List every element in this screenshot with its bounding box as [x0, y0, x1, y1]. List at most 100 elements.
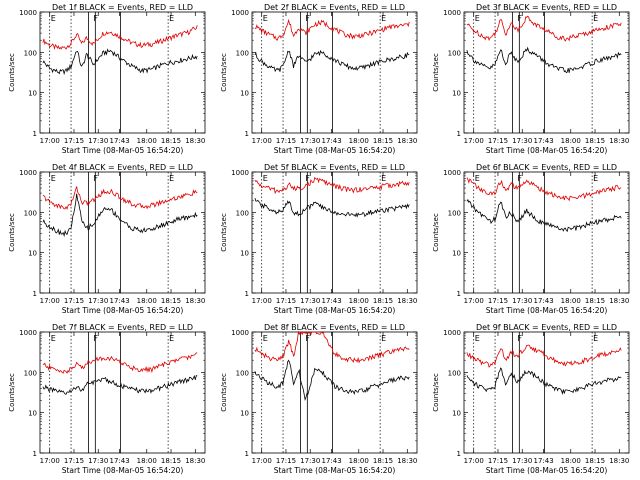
x-tick-label: 17:30 — [512, 297, 532, 305]
interval-label: E — [381, 14, 386, 23]
interval-label: E — [169, 174, 174, 183]
interval-label: E — [593, 334, 598, 343]
y-tick-label: 1 — [457, 130, 461, 138]
panel-title: Det 5f BLACK = Events, RED = LLD — [264, 163, 405, 172]
plot-frame — [39, 171, 206, 294]
panel-det-2: Det 2f BLACK = Events, RED = LLD 1 10 100 10… — [220, 3, 418, 155]
y-tick-label: 100 — [236, 49, 249, 57]
x-tick-label: 18:30 — [609, 297, 629, 305]
lld-series-line — [466, 344, 622, 368]
x-axis-label: Start Time (08-Mar-05 16:54:20) — [62, 306, 184, 315]
x-tick-label: 17:00 — [40, 137, 60, 145]
y-tick-label: 1000 — [231, 169, 249, 177]
x-tick-label: 18:15 — [585, 137, 605, 145]
y-tick-label: 1 — [457, 290, 461, 298]
x-axis-label: Start Time (08-Mar-05 16:54:20) — [486, 466, 608, 475]
y-tick-label: 10 — [452, 410, 461, 418]
interval-label: E — [51, 174, 56, 183]
x-tick-label: 18:00 — [349, 137, 369, 145]
x-tick-label: 17:30 — [300, 137, 320, 145]
events-series-line — [42, 374, 198, 395]
interval-label: F — [93, 14, 98, 23]
x-tick-label: 17:00 — [464, 137, 484, 145]
y-tick-label: 1 — [33, 450, 37, 458]
y-tick-label: 100 — [448, 49, 461, 57]
interval-label: F — [517, 174, 522, 183]
events-series-line — [254, 49, 410, 73]
interval-label: E — [475, 334, 480, 343]
plot-frame — [463, 11, 630, 134]
lld-series-line — [254, 177, 410, 195]
x-tick-label: 17:43 — [533, 457, 553, 465]
x-tick-label: 18:30 — [397, 297, 417, 305]
y-tick-label: 10 — [452, 250, 461, 258]
lld-series-line — [42, 352, 198, 374]
y-tick-label: 100 — [24, 369, 37, 377]
interval-label: F — [93, 174, 98, 183]
y-tick-label: 1000 — [19, 329, 37, 337]
y-tick-label: 10 — [240, 250, 249, 258]
lld-series-line — [254, 18, 410, 41]
events-series-line — [42, 48, 198, 76]
y-tick-label: 1 — [245, 450, 249, 458]
y-axis-label: Counts/sec — [432, 373, 440, 412]
plot-frame — [463, 171, 630, 294]
x-tick-label: 17:43 — [533, 297, 553, 305]
y-tick-label: 1 — [245, 290, 249, 298]
interval-label: F — [517, 334, 522, 343]
interval-label: E — [381, 174, 386, 183]
x-tick-label: 18:00 — [349, 457, 369, 465]
y-axis-label: Counts/sec — [8, 373, 16, 412]
x-tick-label: 18:15 — [161, 297, 181, 305]
panel-title: Det 6f BLACK = Events, RED = LLD — [476, 163, 617, 172]
x-tick-label: 18:30 — [185, 297, 205, 305]
y-tick-label: 1000 — [19, 9, 37, 17]
x-tick-label: 18:30 — [397, 137, 417, 145]
x-tick-label: 17:15 — [64, 137, 84, 145]
x-tick-label: 18:15 — [373, 297, 393, 305]
panel-title: Det 9f BLACK = Events, RED = LLD — [476, 323, 617, 332]
x-axis-label: Start Time (08-Mar-05 16:54:20) — [62, 466, 184, 475]
y-axis-label: Counts/sec — [8, 213, 16, 252]
x-tick-label: 18:15 — [373, 457, 393, 465]
y-axis-label: Counts/sec — [220, 213, 228, 252]
x-tick-label: 17:15 — [488, 137, 508, 145]
x-tick-label: 17:15 — [64, 297, 84, 305]
x-tick-label: 17:00 — [252, 297, 272, 305]
x-tick-label: 18:30 — [185, 137, 205, 145]
interval-label: E — [263, 334, 268, 343]
y-tick-label: 1 — [457, 450, 461, 458]
y-tick-label: 100 — [24, 49, 37, 57]
panel-title: Det 3f BLACK = Events, RED = LLD — [476, 3, 617, 12]
y-tick-label: 100 — [448, 369, 461, 377]
x-tick-label: 17:15 — [488, 297, 508, 305]
y-tick-label: 1000 — [443, 9, 461, 17]
interval-label: E — [593, 174, 598, 183]
y-tick-label: 10 — [28, 90, 37, 98]
x-tick-label: 17:43 — [321, 137, 341, 145]
x-axis-label: Start Time (08-Mar-05 16:54:20) — [486, 306, 608, 315]
y-tick-label: 100 — [448, 209, 461, 217]
interval-label: F — [93, 334, 98, 343]
interval-label: E — [381, 334, 386, 343]
x-tick-label: 17:15 — [276, 297, 296, 305]
x-tick-label: 18:30 — [397, 457, 417, 465]
x-axis-label: Start Time (08-Mar-05 16:54:20) — [486, 146, 608, 155]
x-tick-label: 18:15 — [585, 297, 605, 305]
panel-det-9: Det 9f BLACK = Events, RED = LLD 1 10 100 10… — [432, 323, 630, 475]
y-tick-label: 1000 — [443, 169, 461, 177]
x-tick-label: 18:00 — [561, 137, 581, 145]
interval-label: E — [475, 174, 480, 183]
panel-title: Det 7f BLACK = Events, RED = LLD — [52, 323, 193, 332]
x-tick-label: 17:43 — [109, 457, 129, 465]
y-tick-label: 1000 — [231, 329, 249, 337]
panel-det-1: Det 1f BLACK = Events, RED = LLD 1 10 100 10… — [8, 3, 206, 155]
x-tick-label: 17:30 — [300, 297, 320, 305]
panel-det-3: Det 3f BLACK = Events, RED = LLD 1 10 100 10… — [432, 3, 630, 155]
x-tick-label: 18:00 — [137, 137, 157, 145]
y-tick-label: 10 — [28, 410, 37, 418]
x-tick-label: 18:00 — [349, 297, 369, 305]
panel-det-8: Det 8f BLACK = Events, RED = LLD 1 10 100 10… — [220, 323, 418, 475]
plot-frame — [251, 331, 418, 454]
x-axis-label: Start Time (08-Mar-05 16:54:20) — [274, 146, 396, 155]
